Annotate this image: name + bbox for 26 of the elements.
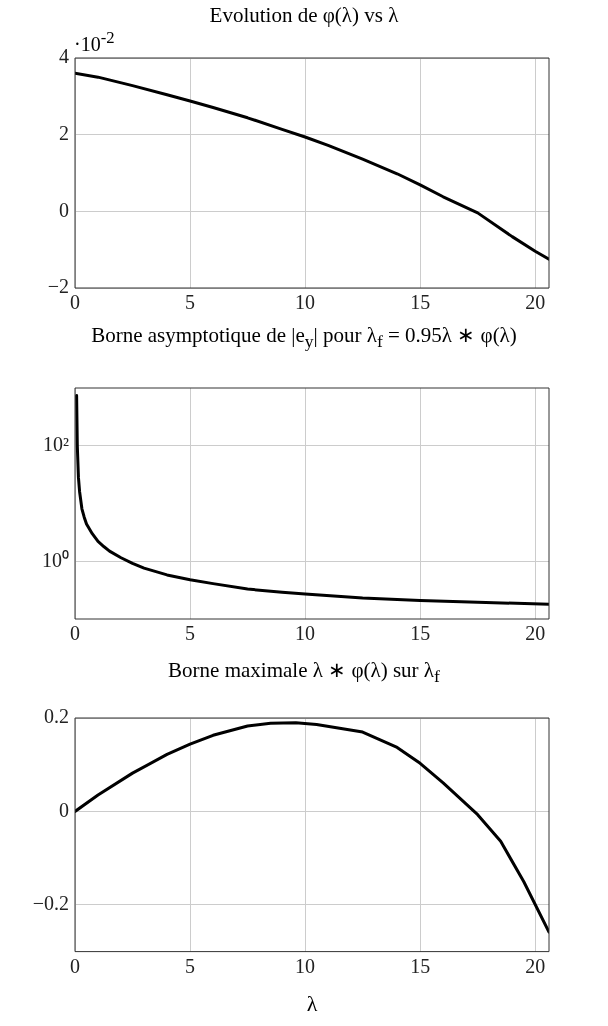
x-tick-label: 10 bbox=[295, 622, 316, 645]
text: ·10$^{-2}$ bbox=[74, 28, 115, 56]
y-tick-label: 4 bbox=[59, 45, 69, 68]
y-tick-label: 10⁰ bbox=[42, 548, 69, 571]
y-tick-label: 2 bbox=[59, 121, 69, 144]
y-tick-label: −2 bbox=[47, 275, 69, 298]
x-tick-label: 5 bbox=[185, 622, 196, 645]
x-tick-label: 15 bbox=[410, 622, 431, 645]
chart-title: Borne asymptotique de |e$_{y}$| pour λ$_{f}$ = 0.95λ ∗ φ(λ) bbox=[90, 322, 518, 354]
x-tick-label: 5 bbox=[185, 291, 196, 314]
y-tick-label: 0 bbox=[59, 198, 69, 221]
y-tick-label: −0.2 bbox=[32, 892, 69, 915]
chart-title: Evolution de φ(λ) vs λ bbox=[208, 2, 400, 28]
x-tick-label: 5 bbox=[185, 954, 196, 977]
x-tick-label: 10 bbox=[295, 291, 316, 314]
y-tick-label: 0 bbox=[59, 798, 69, 821]
y-tick-label: 10² bbox=[43, 433, 69, 455]
x-tick-label: 15 bbox=[410, 954, 431, 977]
y-tick-label: 0.2 bbox=[44, 705, 69, 728]
x-tick-label: 20 bbox=[525, 954, 546, 977]
x-tick-label: 20 bbox=[525, 291, 546, 314]
x-tick-label: 15 bbox=[410, 291, 431, 314]
x-tick-label: 20 bbox=[525, 622, 546, 645]
x-axis-title: λ bbox=[306, 990, 318, 1016]
x-tick-label: 10 bbox=[295, 954, 316, 977]
chart-title: Borne maximale λ ∗ φ(λ) sur λ$_{f}$ bbox=[167, 657, 441, 689]
